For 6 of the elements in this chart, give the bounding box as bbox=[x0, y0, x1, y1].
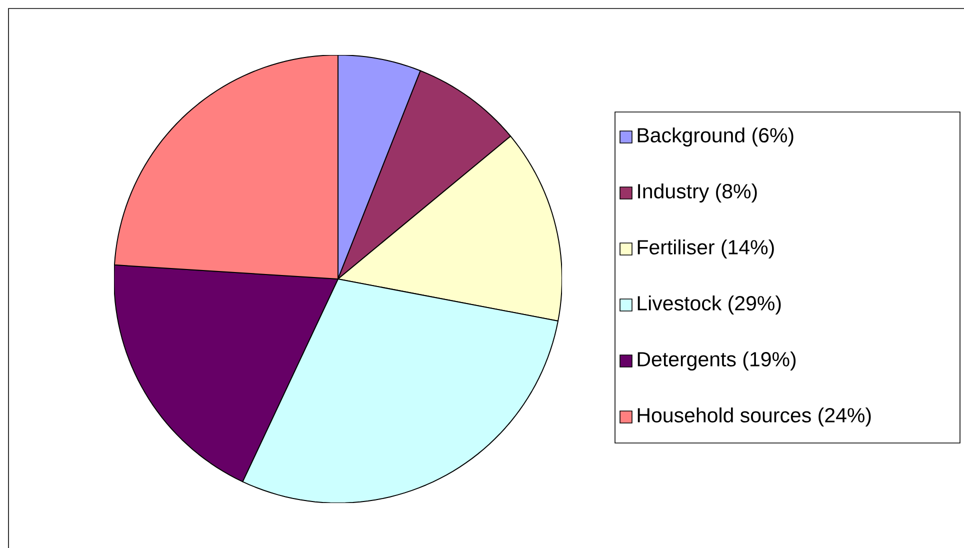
legend-label: Livestock (29%) bbox=[638, 295, 781, 315]
legend-label: Background (6%) bbox=[638, 127, 794, 147]
legend-label: Detergents (19%) bbox=[638, 351, 796, 371]
legend-label: Industry (8%) bbox=[638, 183, 757, 203]
legend-label: Fertiliser (14%) bbox=[638, 239, 774, 259]
legend-label: Household sources (24%) bbox=[638, 407, 871, 427]
